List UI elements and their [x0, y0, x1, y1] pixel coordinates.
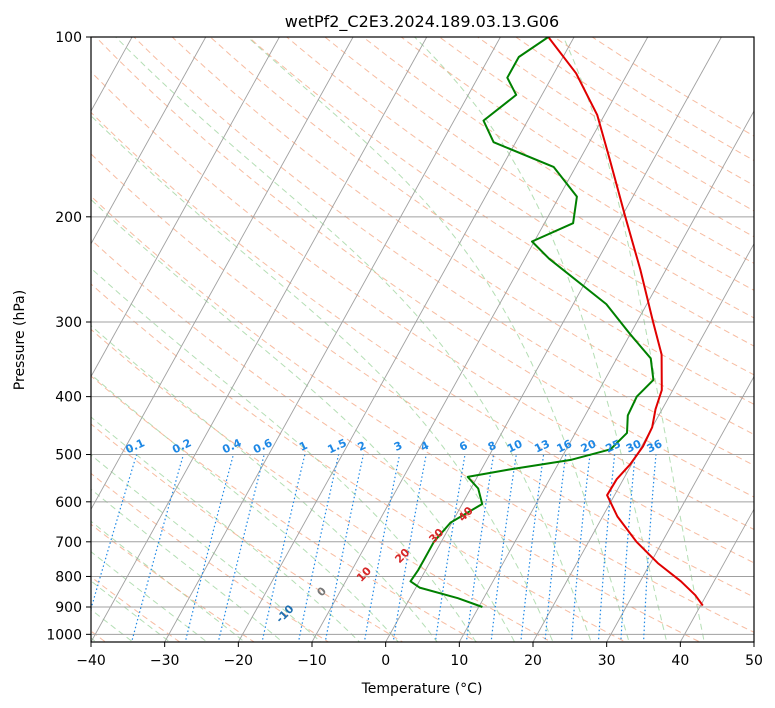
- mixing-ratio-label: 10: [505, 437, 525, 455]
- mixing-ratio-line: [642, 454, 657, 642]
- dry-adiabat: [247, 37, 754, 376]
- x-tick-label: 0: [381, 653, 390, 669]
- isotherm-line: [679, 508, 754, 642]
- moist-adiabat: [91, 454, 322, 642]
- x-tick-label: 30: [598, 653, 616, 669]
- moist-adiabat: [91, 416, 361, 642]
- y-tick-label: 200: [55, 210, 82, 226]
- isotherm-line: [606, 375, 754, 642]
- isotherm-line: [164, 37, 501, 642]
- moist-adiabat: [91, 580, 171, 642]
- x-axis-label: Temperature (°C): [361, 681, 483, 697]
- mixing-ratio-line: [520, 454, 545, 642]
- mixing-ratio-label: 16: [555, 437, 575, 455]
- dry-adiabat: [91, 423, 404, 642]
- x-tick-label: −20: [224, 653, 254, 669]
- mixing-ratio-line: [465, 454, 495, 642]
- y-tick-label: 400: [55, 390, 82, 406]
- mixing-ratio-line: [324, 454, 364, 642]
- y-tick-label: 100: [55, 30, 82, 46]
- mixing-ratio-line: [490, 454, 517, 642]
- mixing-ratio-line: [184, 454, 234, 642]
- mixing-ratio-line: [392, 454, 427, 642]
- isotherm-line: [458, 110, 754, 642]
- dry-adiabat: [91, 153, 754, 598]
- mixing-ratio-line: [597, 454, 616, 642]
- mixing-ratio-line: [261, 454, 306, 642]
- y-axis-label: Pressure (hPa): [12, 290, 28, 390]
- isotherm-line: [237, 37, 575, 642]
- temperature-profile: [547, 37, 704, 607]
- dry-adiabat: [91, 71, 754, 531]
- x-tick-label: 50: [745, 653, 763, 669]
- dry-adiabat: [91, 328, 553, 642]
- axes: −40 −30 −20 −10 0 10 20 30 40 50 100 200 300 400 500 60…: [46, 30, 763, 669]
- moist-adiabat: [91, 608, 134, 642]
- chart-title: wetPf2_C2E3.2024.189.03.13.G06: [285, 12, 559, 32]
- x-tick-label: 20: [524, 653, 542, 669]
- x-tick-label: 10: [450, 653, 468, 669]
- isotherm-line: [532, 242, 754, 642]
- y-tick-label: 300: [55, 315, 82, 331]
- moist-adiabat: [115, 37, 592, 642]
- isotherm-line: [311, 37, 649, 642]
- x-tick-label: −40: [76, 653, 106, 669]
- isotherm-line: [91, 37, 354, 511]
- y-tick-label: 800: [55, 569, 82, 585]
- mixing-ratio-label: 13: [532, 437, 551, 455]
- mixing-ratio-line: [297, 454, 340, 642]
- x-tick-label: 40: [671, 653, 689, 669]
- mixing-ratio-line: [217, 454, 265, 642]
- dry-adiabat: [362, 37, 754, 291]
- mixing-ratio-label: 20: [579, 437, 599, 455]
- y-tick-label: 600: [55, 495, 82, 511]
- isotherm-line: [91, 37, 207, 245]
- mixing-ratio-line: [434, 454, 466, 642]
- x-tick-label: −30: [150, 653, 180, 669]
- dry-adiabat: [91, 576, 181, 642]
- y-tick-label: 900: [55, 600, 82, 616]
- isotherm-line: [91, 37, 428, 642]
- isotherm-line: [91, 37, 280, 378]
- moist-adiabat: [91, 115, 554, 642]
- dry-adiabat: [209, 37, 754, 405]
- dewpoint-profile: [409, 37, 655, 608]
- y-tick-label: 700: [55, 535, 82, 551]
- dry-adiabat: [91, 472, 330, 642]
- dry-adiabat: [91, 111, 754, 564]
- mixing-ratio-line: [363, 454, 401, 642]
- mixing-ratio-line: [620, 454, 636, 642]
- y-tick-label: 1000: [46, 627, 82, 643]
- dry-adiabat: [324, 37, 754, 319]
- plot-area: [91, 37, 754, 642]
- mixing-ratio-label: 25: [604, 437, 623, 455]
- x-tick-label: −10: [297, 653, 327, 669]
- isotherm-line: [385, 37, 722, 642]
- dry-adiabat: [91, 195, 754, 633]
- dry-adiabat: [95, 37, 754, 498]
- plot-frame: [90, 36, 755, 643]
- mixing-ratio-label: 36: [645, 437, 665, 455]
- dry-adiabat: [133, 37, 754, 466]
- dry-adiabat: [91, 283, 627, 642]
- mixing-ratio-line: [544, 454, 567, 642]
- mixing-ratio-line: [570, 454, 591, 642]
- dry-adiabat: [91, 375, 479, 642]
- mixing-ratio-label: 30: [624, 437, 644, 455]
- y-tick-label: 500: [55, 448, 82, 464]
